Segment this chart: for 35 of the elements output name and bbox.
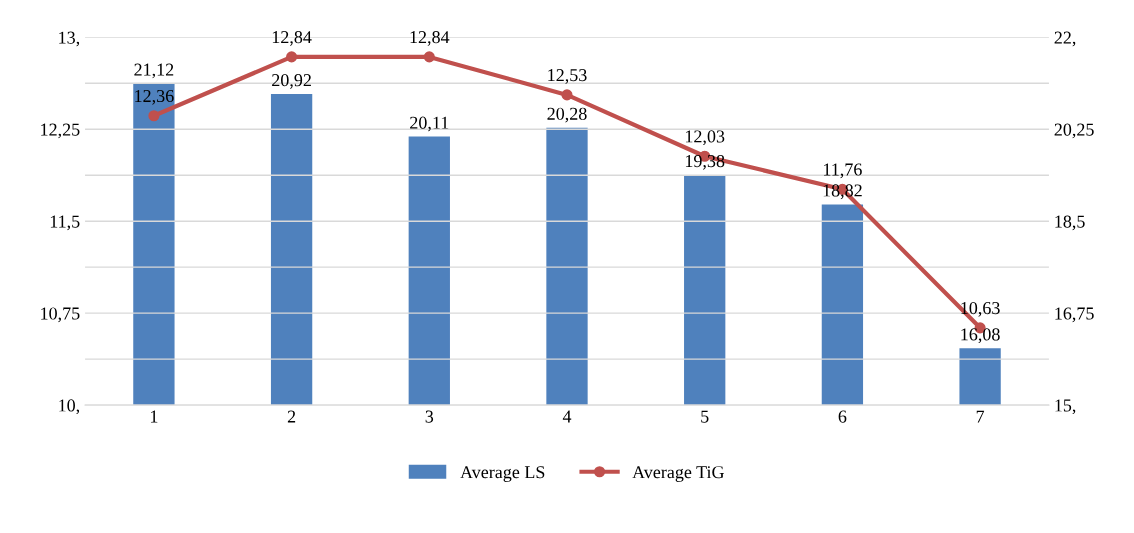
x-tick-label: 1 [150,410,158,423]
y2-tick-label: 22, [1054,31,1076,47]
x-tick-label: 5 [701,410,709,423]
data-label: 20,11 [410,116,449,132]
data-label: 16,08 [961,328,1000,344]
y2-tick-label: 16,75 [1055,307,1094,323]
x-tick-label: 4 [562,410,572,423]
legend-label: Average LS [460,466,545,482]
data-label: 11,76 [824,163,862,179]
data-label: 12,53 [548,69,587,84]
point [561,89,573,101]
y-tick-label: 12,25 [41,123,80,139]
data-label: 12,84 [410,31,450,46]
data-label: 12,36 [135,89,174,105]
y2-tick-label: 18,5 [1055,215,1085,231]
y-tick-label: 10, [59,399,80,415]
data-label: 21,12 [134,63,174,79]
y-tick-label: 11,5 [50,215,80,231]
point [423,51,435,63]
y-tick-label: 10,75 [41,307,80,323]
data-label: 20,28 [547,107,587,123]
y2-tick-label: 20,25 [1054,123,1094,139]
point [286,51,298,63]
legend-label: Average TiG [632,466,724,482]
x-tick-label: 6 [838,410,847,423]
data-label: 12,03 [685,130,725,146]
point [148,110,160,122]
data-label: 20,92 [272,74,311,89]
x-tick-label: 7 [976,410,985,423]
x-tick-label: 3 [425,410,434,423]
data-label: 19,38 [685,154,725,170]
y-tick-label: 13, [59,31,80,47]
data-label: 12,84 [272,31,312,46]
x-tick-label: 2 [287,410,296,423]
y2-tick-label: 15, [1055,399,1076,415]
